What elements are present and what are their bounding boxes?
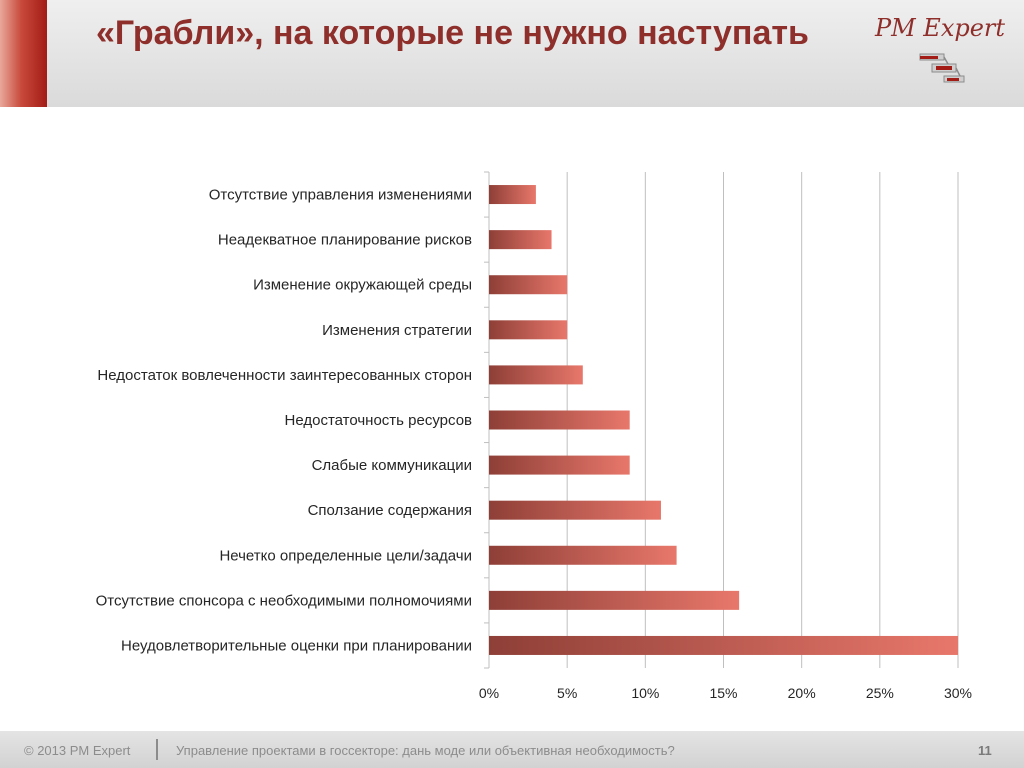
bar	[489, 185, 536, 205]
x-tick-label: 10%	[631, 685, 659, 701]
bar	[489, 635, 958, 655]
x-tick-label: 0%	[479, 685, 499, 701]
bar	[489, 545, 677, 565]
x-tick-label: 15%	[709, 685, 737, 701]
bar	[489, 275, 568, 295]
slide-title: «Грабли», на которые не нужно наступать	[96, 14, 809, 52]
category-label: Недостаточность ресурсов	[285, 412, 473, 429]
category-label: Неудовлетворительные оценки при планиров…	[121, 637, 472, 654]
footer-subtitle: Управление проектами в госсекторе: дань …	[176, 743, 675, 758]
category-label: Отсутствие спонсора с необходимыми полно…	[96, 592, 472, 609]
slide-footer: © 2013 PM Expert Управление проектами в …	[0, 731, 1024, 768]
bar	[489, 455, 630, 475]
category-label: Недостаток вовлеченности заинтересованны…	[97, 367, 472, 384]
category-label: Сползание содержания	[308, 502, 472, 519]
logo-text: PM Expert	[874, 14, 1006, 42]
bar	[489, 230, 552, 250]
risk-factors-bar-chart: Отсутствие управления изменениями Неадекв…	[96, 171, 972, 701]
footer-divider	[156, 739, 158, 760]
page-number: 11	[978, 743, 992, 758]
x-tick-label: 25%	[866, 685, 894, 701]
category-label: Слабые коммуникации	[312, 457, 472, 474]
category-label: Отсутствие управления изменениями	[209, 187, 472, 204]
x-tick-label: 5%	[557, 685, 577, 701]
bar	[489, 410, 630, 430]
pm-expert-logo: PM Expert	[860, 14, 1020, 94]
bar	[489, 500, 661, 520]
header-accent-bar	[0, 0, 47, 107]
category-label: Нечетко определенные цели/задачи	[219, 547, 472, 564]
bar	[489, 590, 740, 610]
x-tick-label: 30%	[944, 685, 972, 701]
category-label: Неадекватное планирование рисков	[218, 232, 472, 249]
logo-staircase-icon	[919, 53, 965, 83]
bar	[489, 365, 583, 385]
category-label: Изменение окружающей среды	[253, 277, 472, 294]
footer-copyright: © 2013 PM Expert	[24, 743, 131, 758]
category-label: Изменения стратегии	[322, 322, 472, 339]
x-tick-label: 20%	[788, 685, 816, 701]
bar	[489, 320, 568, 340]
slide-header: «Грабли», на которые не нужно наступать …	[0, 0, 1024, 107]
